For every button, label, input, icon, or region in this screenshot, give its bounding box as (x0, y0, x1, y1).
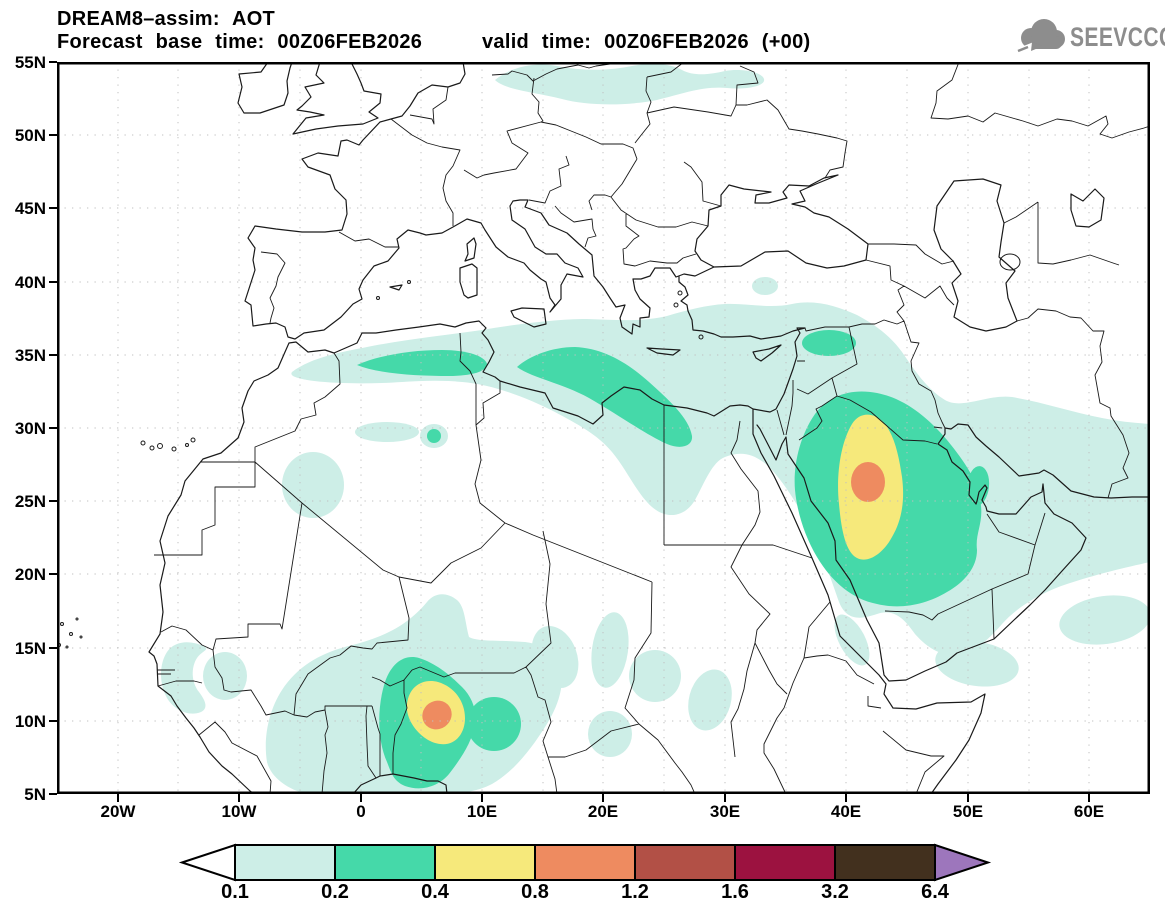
aot-level4-regions (422, 462, 885, 730)
y-axis-label: 50N (14, 126, 46, 145)
small-islands (57, 253, 1021, 649)
y-axis-label: 35N (14, 346, 46, 365)
colorbar-label: 0.4 (421, 881, 450, 902)
axis-tick (49, 500, 57, 502)
axis-tick (481, 794, 483, 802)
country-borders (154, 62, 1150, 794)
x-axis-label: 10E (466, 802, 498, 821)
x-axis-label: 40E (830, 802, 862, 821)
colorbar-under-arrow (178, 843, 236, 882)
colorbar-label: 0.1 (221, 881, 249, 902)
axis-tick (49, 573, 57, 575)
axis-tick (724, 794, 726, 802)
y-axis-label: 40N (14, 273, 46, 292)
y-axis-label: 25N (14, 492, 46, 511)
x-axis-label: 10W (221, 802, 257, 821)
axis-tick (49, 61, 57, 63)
y-axis-label: 20N (14, 565, 46, 584)
colorbar-label: 3.2 (821, 881, 849, 902)
axis-tick (967, 794, 969, 802)
axis-tick (238, 794, 240, 802)
logo-text: SEEVCCC (1070, 22, 1165, 52)
colorbar: 0.1 0.2 0.4 0.8 1.2 1.6 3.2 6.4 (178, 843, 992, 902)
x-axis-label: 60E (1073, 802, 1105, 821)
axis-tick (49, 793, 57, 795)
axis-tick (49, 354, 57, 356)
x-axis-label: 20W (100, 802, 136, 821)
graticule (57, 62, 1150, 794)
colorbar-cell (234, 844, 336, 881)
axis-tick (360, 794, 362, 802)
y-axis-label: 30N (14, 419, 46, 438)
y-axis-label: 15N (14, 639, 46, 658)
forecast-base-time: Forecast base time: 00Z06FEB2026 (57, 31, 423, 53)
nile-river (730, 420, 788, 758)
forecast-map (57, 62, 1150, 794)
colorbar-cell (834, 844, 936, 881)
map-frame-border (57, 62, 1150, 794)
x-axis-label: 0 (356, 802, 366, 821)
x-axis-label: 30E (709, 802, 741, 821)
colorbar-cell (734, 844, 836, 881)
colorbar-cell (634, 844, 736, 881)
x-axis-label: 50E (952, 802, 984, 821)
x-axis-label: 20E (587, 802, 619, 821)
y-axis-label: 55N (14, 53, 46, 72)
axis-tick (49, 427, 57, 429)
axis-tick (49, 207, 57, 209)
valid-time: valid time: 00Z06FEB2026 (+00) (482, 31, 811, 53)
axis-tick (602, 794, 604, 802)
seevccc-logo: SEEVCCC (1012, 16, 1165, 58)
colorbar-cell (534, 844, 636, 881)
y-axis-label: 10N (14, 712, 46, 731)
cloud-icon (1017, 19, 1065, 54)
colorbar-over-arrow (934, 843, 992, 882)
colorbar-label: 6.4 (921, 881, 950, 902)
coastlines (148, 62, 1150, 794)
colorbar-label: 1.2 (621, 881, 649, 902)
colorbar-cell (434, 844, 536, 881)
colorbar-label: 1.6 (721, 881, 749, 902)
page-title: DREAM8–assim: AOT (57, 8, 276, 30)
y-axis-label: 5N (24, 785, 46, 804)
axis-tick (1088, 794, 1090, 802)
axis-tick (49, 720, 57, 722)
y-axis-label: 45N (14, 199, 46, 218)
axis-tick (117, 794, 119, 802)
colorbar-label: 0.8 (521, 881, 549, 902)
colorbar-cell (334, 844, 436, 881)
axis-tick (845, 794, 847, 802)
colorbar-label: 0.2 (321, 881, 349, 902)
axis-tick (49, 134, 57, 136)
axis-tick (49, 281, 57, 283)
axis-tick (49, 647, 57, 649)
